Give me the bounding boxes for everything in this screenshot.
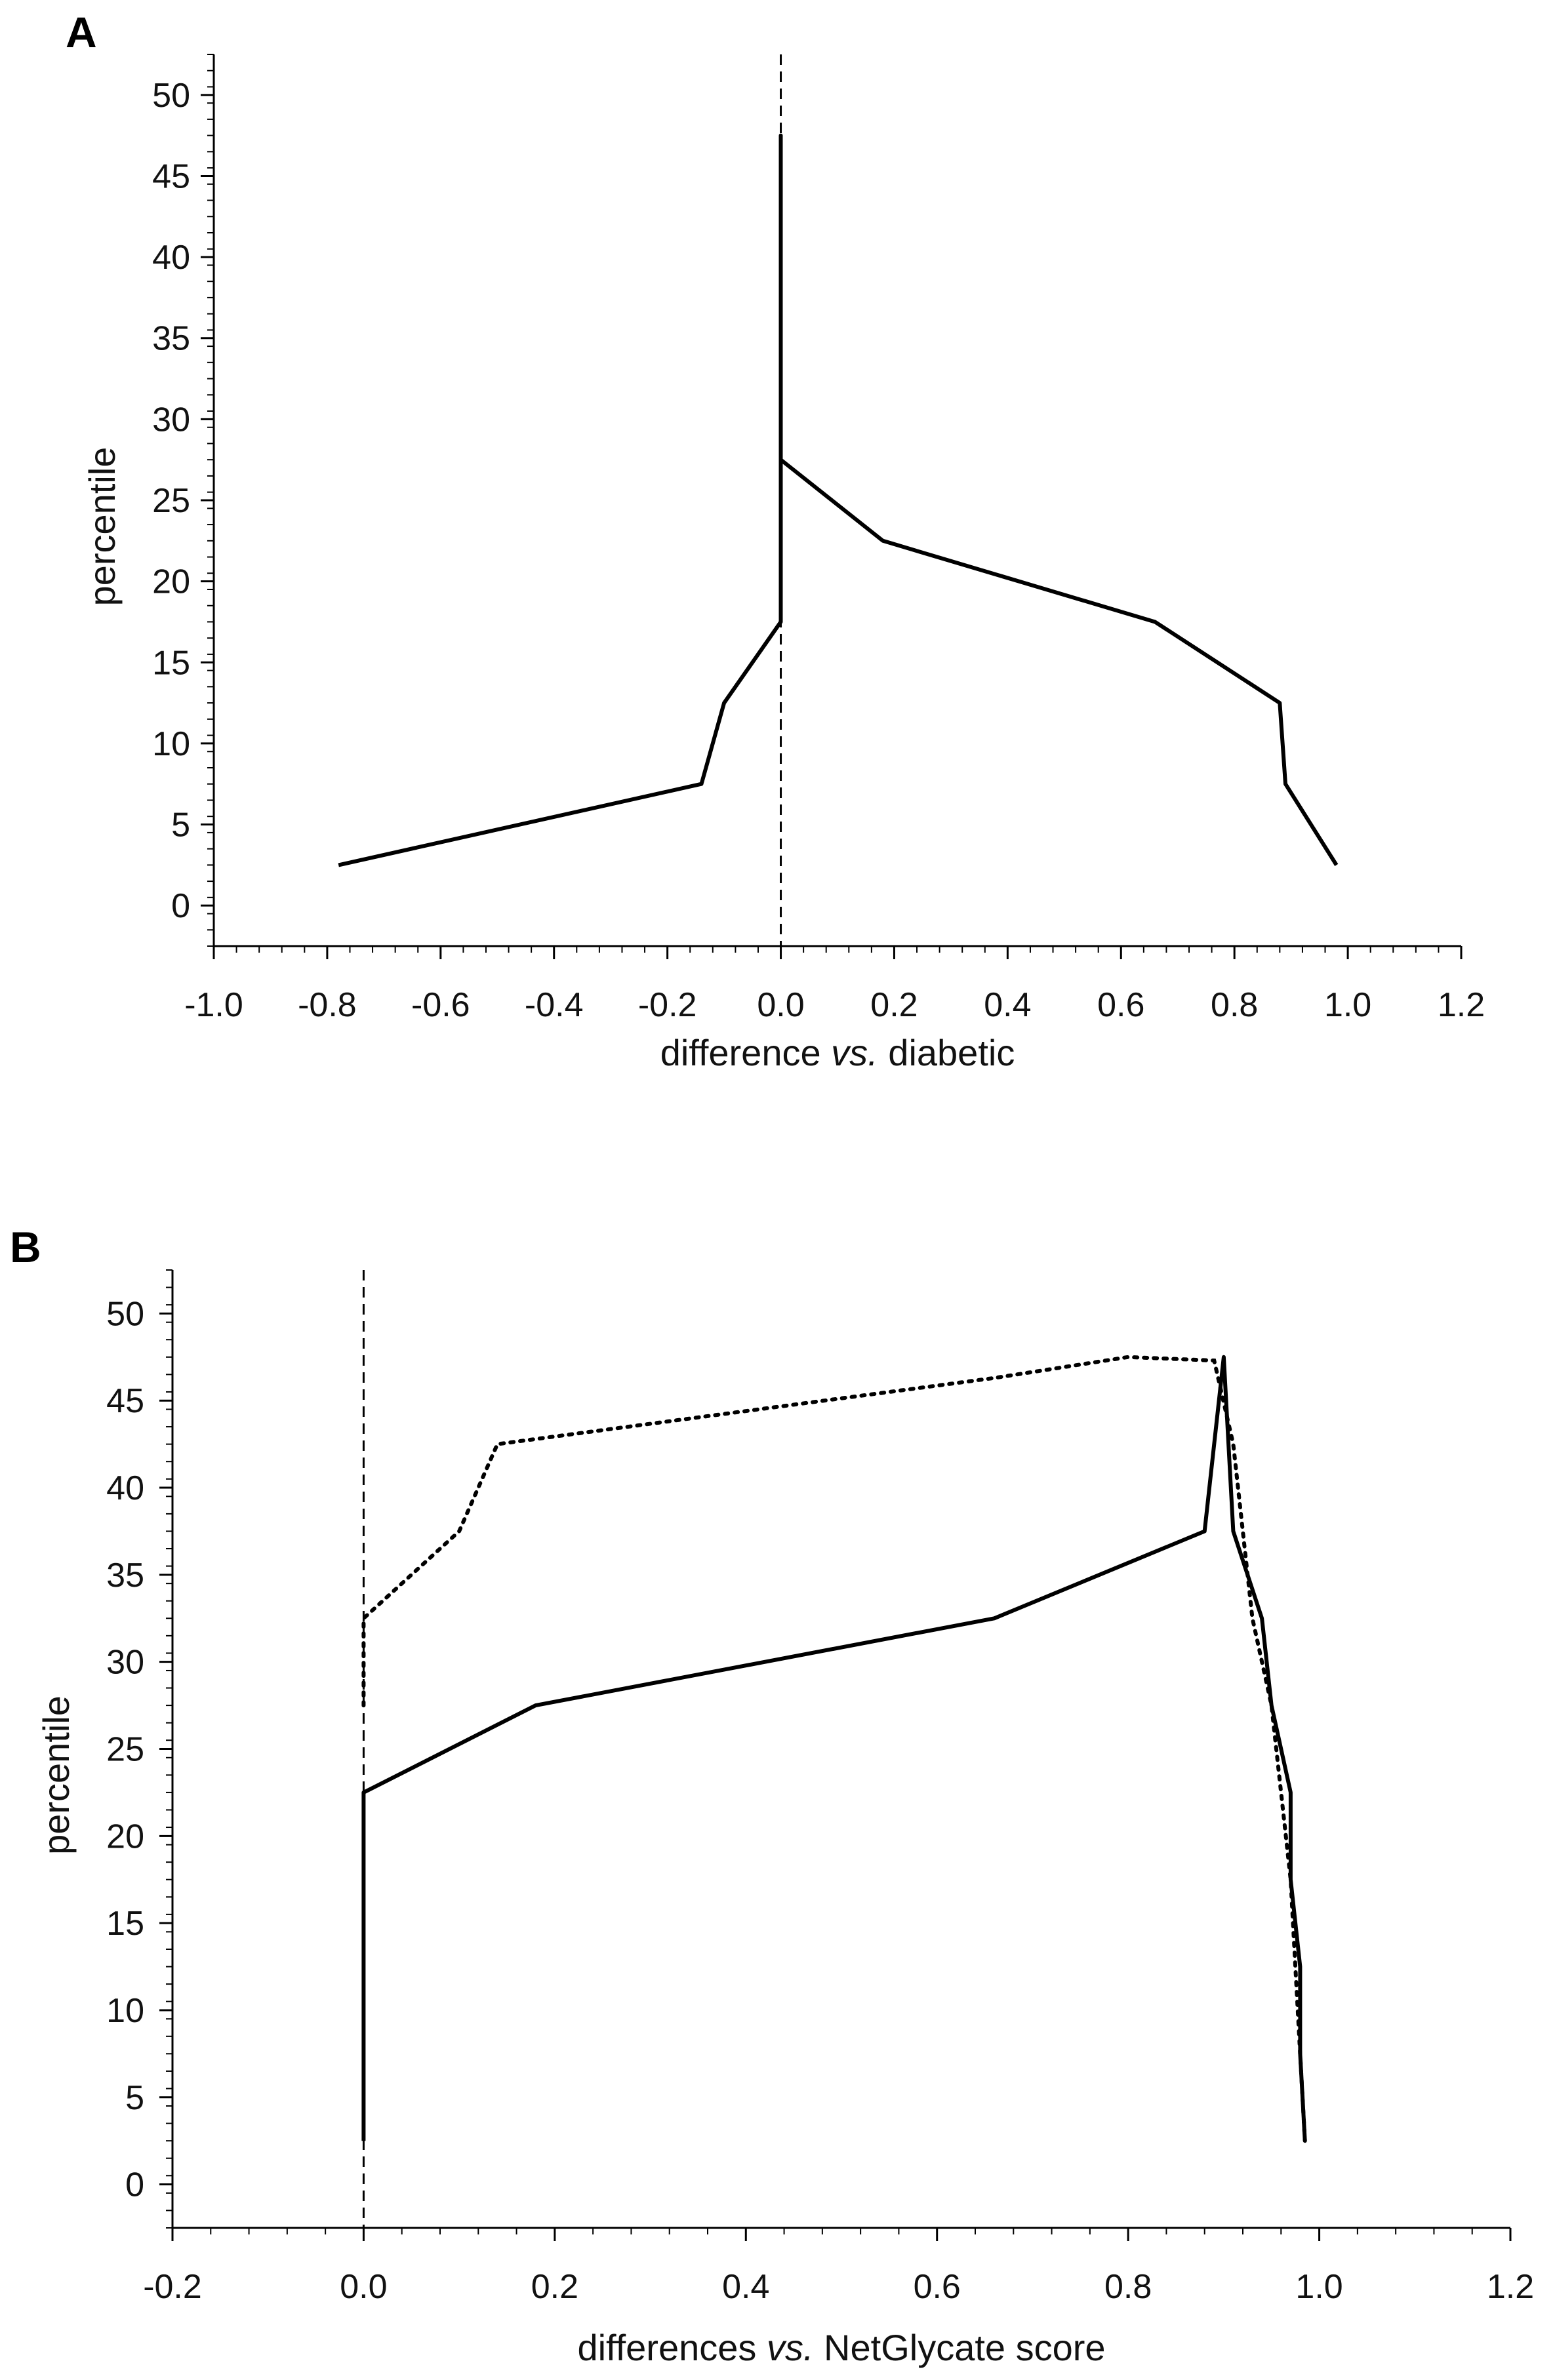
y-tick-label: 30 bbox=[106, 1644, 144, 1682]
x-tick-label: -0.2 bbox=[638, 986, 697, 1024]
y-tick-label: 10 bbox=[106, 1992, 144, 2030]
panel-letter: B bbox=[10, 1223, 41, 1271]
x-tick-label: 0.4 bbox=[984, 986, 1031, 1024]
x-tick-label: 0.0 bbox=[340, 2268, 387, 2306]
y-axis-title: percentile bbox=[81, 447, 123, 606]
y-tick-label: 15 bbox=[106, 1905, 144, 1943]
y-tick-label: 40 bbox=[106, 1469, 144, 1507]
y-tick-label: 50 bbox=[152, 77, 190, 115]
x-tick-label: -1.0 bbox=[184, 986, 243, 1024]
y-axis-title: percentile bbox=[35, 1696, 77, 1855]
x-tick-label: 1.2 bbox=[1487, 2268, 1534, 2306]
x-tick-label: 0.2 bbox=[531, 2268, 578, 2306]
y-tick-label: 40 bbox=[152, 239, 190, 277]
x-tick-label: 0.0 bbox=[757, 986, 804, 1024]
y-tick-label: 0 bbox=[125, 2166, 144, 2204]
y-tick-label: 20 bbox=[106, 1817, 144, 1855]
x-tick-label: -0.8 bbox=[298, 986, 357, 1024]
panel-b: B -0.2 0.0 0.2 0.4 0.6 0.8 1.0 1.2 0 5 10 15 20 25 30 35… bbox=[10, 1223, 1534, 2368]
x-tick-label: 0.6 bbox=[1097, 986, 1144, 1024]
series-line-dotted bbox=[361, 1355, 1307, 2143]
y-tick-label: 35 bbox=[152, 320, 190, 358]
y-tick-label: 30 bbox=[152, 401, 190, 439]
x-tick-label: -0.4 bbox=[525, 986, 584, 1024]
y-tick-label: 0 bbox=[171, 887, 190, 925]
y-tick-label: 45 bbox=[106, 1382, 144, 1420]
x-tick-label: -0.2 bbox=[143, 2268, 202, 2306]
y-tick-label: 10 bbox=[152, 725, 190, 763]
y-tick-label: 25 bbox=[106, 1731, 144, 1769]
x-tick-label: 1.2 bbox=[1438, 986, 1485, 1024]
x-tick-label: 0.6 bbox=[914, 2268, 961, 2306]
y-tick-label: 5 bbox=[125, 2079, 144, 2117]
y-tick-label: 50 bbox=[106, 1295, 144, 1333]
y-tick-label: 5 bbox=[171, 806, 190, 844]
y-tick-label: 20 bbox=[152, 563, 190, 601]
y-tick-label: 25 bbox=[152, 482, 190, 520]
y-tick-label: 45 bbox=[152, 157, 190, 195]
panel-a: A -1.0 -0.8 -0.6 -0.4 -0.2 0.0 0.2 0.4 0.6 0.8 1.0 1… bbox=[66, 8, 1485, 1073]
x-tick-label: 1.0 bbox=[1295, 2268, 1343, 2306]
x-tick-label: 0.4 bbox=[722, 2268, 769, 2306]
x-tick-label: 0.8 bbox=[1211, 986, 1258, 1024]
y-tick-label: 35 bbox=[106, 1557, 144, 1595]
x-axis-title: difference vs. diabetic bbox=[660, 1032, 1015, 1073]
series-line-solid bbox=[361, 1355, 1307, 2141]
y-tick-label: 15 bbox=[152, 644, 190, 682]
x-tick-label: 1.0 bbox=[1324, 986, 1371, 1024]
panel-letter: A bbox=[66, 8, 97, 56]
x-tick-label: 0.2 bbox=[870, 986, 918, 1024]
x-tick-label: -0.6 bbox=[411, 986, 470, 1024]
x-axis-title: differences vs. NetGlycate score bbox=[577, 2327, 1105, 2368]
series-line-solid bbox=[338, 133, 1339, 867]
x-tick-label: 0.8 bbox=[1104, 2268, 1152, 2306]
